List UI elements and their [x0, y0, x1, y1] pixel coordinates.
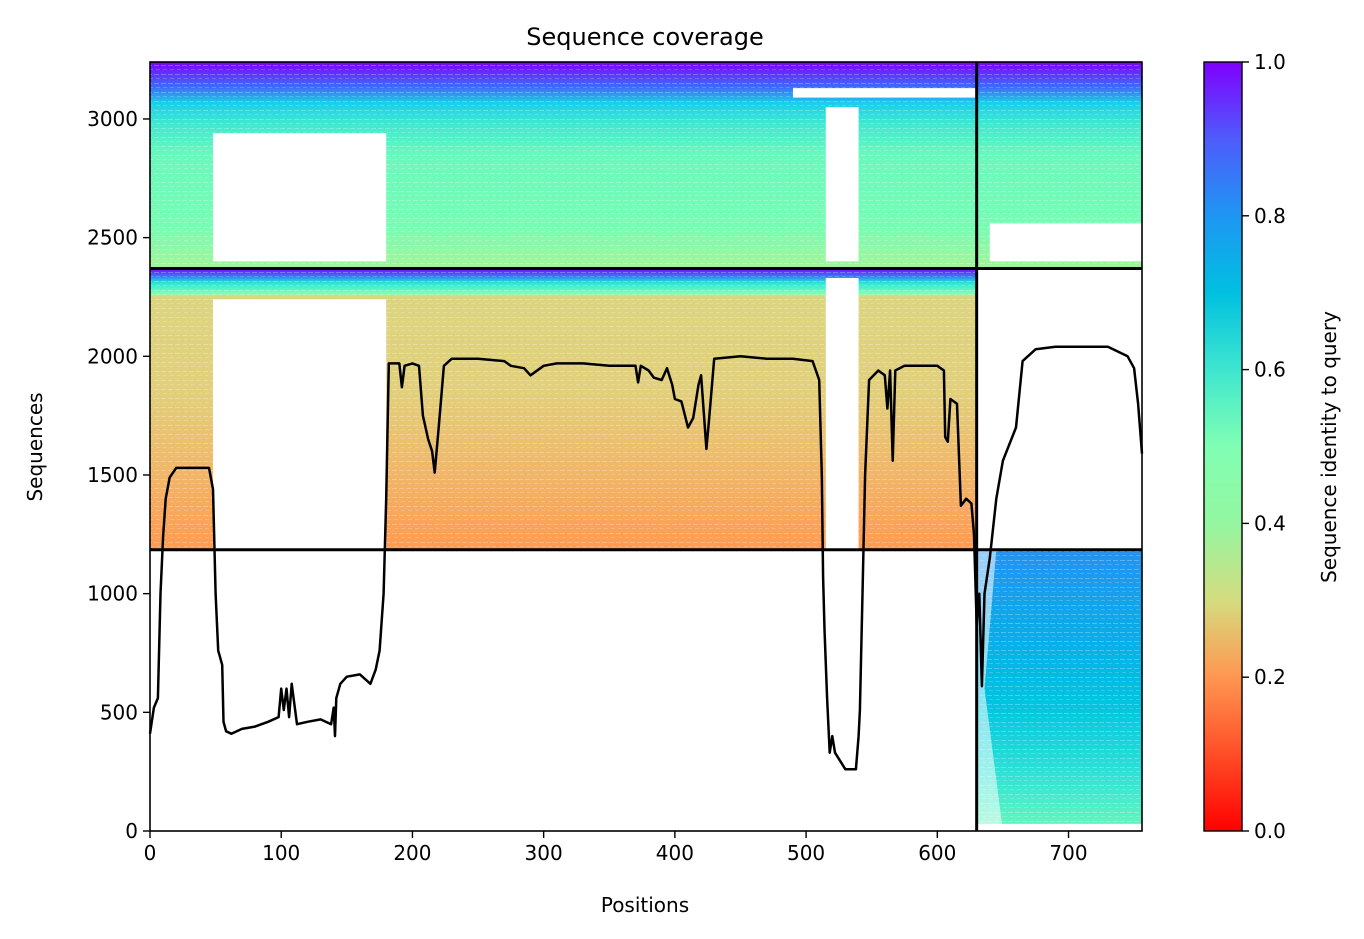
y-axis-ticks: 0 500 1000 1500 2000 2500 3000: [87, 107, 150, 843]
x-tick-label: 500: [787, 841, 825, 865]
x-tick-label: 600: [918, 841, 956, 865]
colorbar-tick-label: 0.8: [1254, 204, 1286, 228]
x-tick-label: 0: [144, 841, 157, 865]
x-tick-label: 100: [262, 841, 300, 865]
colorbar-tick-label: 0.6: [1254, 358, 1286, 382]
colorbar-tick-label: 0.2: [1254, 665, 1286, 689]
colorbar-tick-label: 0.4: [1254, 511, 1286, 535]
gap-tail-middle: [976, 268, 1142, 550]
gap-upper-left: [212, 133, 387, 262]
block-boundaries: [150, 62, 1142, 831]
axes-frame: [149, 61, 1143, 832]
coverage-line: [148, 345, 1144, 771]
x-tick-label: 300: [525, 841, 563, 865]
gap-main-left-low: [333, 498, 387, 550]
y-tick-label: 2500: [87, 226, 138, 250]
y-tick-label: 2000: [87, 344, 138, 368]
colorbar-ticks: 0.0 0.2 0.4 0.6 0.8 1.0: [1242, 50, 1286, 843]
x-axis-ticks: 0 100 200 300 400 500 600 700: [144, 831, 1088, 865]
gap-middle-notch: [825, 277, 859, 550]
y-tick-label: 0: [125, 819, 138, 843]
x-tick-label: 700: [1049, 841, 1087, 865]
gap-tail-upper-low: [989, 223, 1142, 262]
gap-tail-bottom: [976, 823, 1142, 831]
y-tick-label: 1000: [87, 582, 138, 606]
colorbar-label: Sequence identity to query: [1317, 311, 1341, 583]
y-tick-label: 3000: [87, 107, 138, 131]
chart-title: Sequence coverage: [526, 23, 763, 51]
colorbar: [1203, 61, 1243, 832]
y-tick-label: 1500: [87, 463, 138, 487]
gap-upper-band: [792, 88, 977, 98]
y-axis-label: Sequences: [23, 392, 47, 501]
gap-upper-notch: [825, 107, 859, 262]
heatmap-texture-tail-lower: [976, 549, 1142, 831]
colorbar-tick-label: 1.0: [1254, 50, 1286, 74]
y-tick-label: 500: [100, 700, 138, 724]
colorbar-tick-label: 0.0: [1254, 819, 1286, 843]
x-tick-label: 200: [393, 841, 431, 865]
empty-lower-left: [150, 549, 977, 831]
x-tick-label: 400: [656, 841, 694, 865]
x-axis-label: Positions: [601, 893, 689, 917]
